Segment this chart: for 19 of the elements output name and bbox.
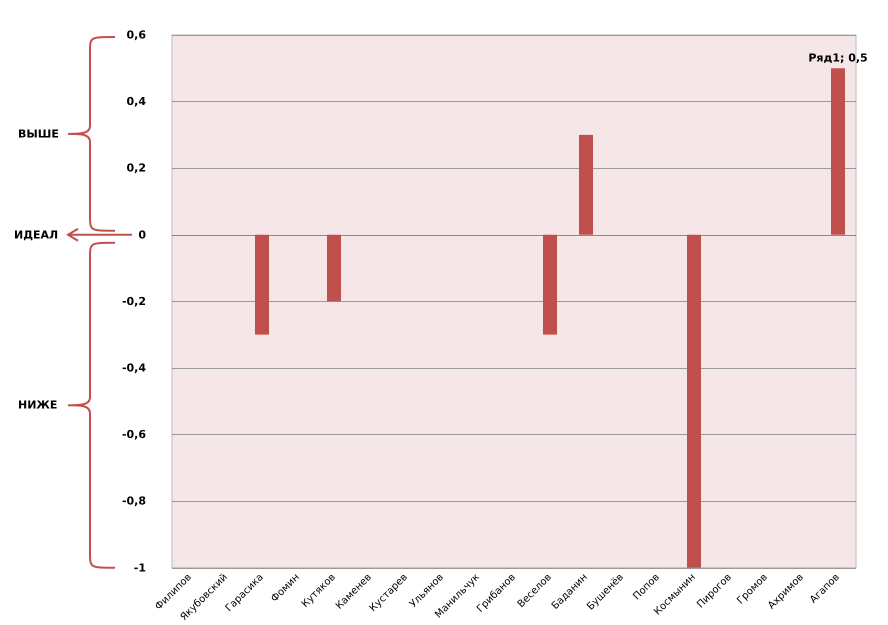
y-tick-label: 0 <box>138 228 146 242</box>
bar <box>327 234 341 302</box>
data-label: Ряд1; 0,5 <box>808 51 868 64</box>
y-tick-label: 0,4 <box>126 95 146 108</box>
y-tick-label: 0,2 <box>126 162 146 175</box>
bar <box>255 234 269 335</box>
y-tick-label: 0,6 <box>126 28 146 42</box>
y-tick-label: -0,6 <box>122 428 146 442</box>
bar <box>579 134 593 235</box>
y-tick-label: -0,2 <box>122 294 146 308</box>
text: ВЫШЕ <box>18 127 59 140</box>
bar <box>831 68 845 235</box>
y-tick-label: -1 <box>134 561 146 574</box>
bar <box>687 234 701 568</box>
text: НИЖЕ <box>18 398 58 412</box>
y-tick-label: -0,8 <box>122 494 146 508</box>
text: ИДЕАЛ <box>14 228 58 242</box>
y-tick-label: -0,4 <box>122 361 146 374</box>
bar <box>543 234 557 335</box>
